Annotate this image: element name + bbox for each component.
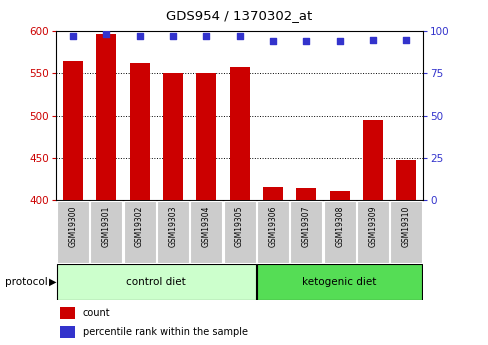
Point <box>69 33 77 39</box>
Bar <box>229 67 249 200</box>
Point <box>102 32 110 37</box>
Bar <box>223 201 255 263</box>
Point <box>235 33 243 39</box>
Bar <box>190 201 222 263</box>
Point <box>335 38 343 44</box>
Bar <box>196 73 216 200</box>
Bar <box>389 201 422 263</box>
Bar <box>362 120 382 200</box>
Point <box>368 37 376 42</box>
Point <box>268 38 276 44</box>
Bar <box>256 201 288 263</box>
Point <box>202 33 210 39</box>
Text: GSM19304: GSM19304 <box>202 205 210 247</box>
Bar <box>63 61 83 200</box>
Text: GSM19307: GSM19307 <box>301 205 310 247</box>
Text: GSM19306: GSM19306 <box>268 205 277 247</box>
Bar <box>323 201 355 263</box>
Text: GDS954 / 1370302_at: GDS954 / 1370302_at <box>166 9 312 22</box>
Text: GSM19300: GSM19300 <box>68 205 77 247</box>
Text: GSM19309: GSM19309 <box>368 205 377 247</box>
Point <box>135 33 143 39</box>
Bar <box>263 187 283 200</box>
Bar <box>60 307 75 319</box>
Bar <box>356 201 388 263</box>
Text: ▶: ▶ <box>49 277 56 287</box>
Bar <box>157 201 188 263</box>
Bar <box>290 201 322 263</box>
Text: protocol: protocol <box>5 277 47 287</box>
Text: control diet: control diet <box>126 277 186 287</box>
Text: GSM19305: GSM19305 <box>235 205 244 247</box>
Bar <box>296 188 316 200</box>
Text: GSM19303: GSM19303 <box>168 205 177 247</box>
Bar <box>60 326 75 338</box>
Bar <box>123 201 155 263</box>
Text: GSM19310: GSM19310 <box>401 205 410 247</box>
Text: ketogenic diet: ketogenic diet <box>302 277 376 287</box>
Point <box>402 37 409 42</box>
Bar <box>163 73 183 200</box>
Text: GSM19301: GSM19301 <box>102 205 110 247</box>
Bar <box>96 34 116 200</box>
Bar <box>90 201 122 263</box>
Text: GSM19302: GSM19302 <box>135 205 144 247</box>
Bar <box>129 63 149 200</box>
Bar <box>57 201 89 263</box>
Bar <box>57 264 255 300</box>
Point <box>169 33 177 39</box>
Text: percentile rank within the sample: percentile rank within the sample <box>82 327 247 337</box>
Bar <box>329 191 349 200</box>
Bar <box>395 159 415 200</box>
Bar <box>256 264 422 300</box>
Text: GSM19308: GSM19308 <box>334 205 344 247</box>
Text: count: count <box>82 308 110 318</box>
Point <box>302 38 309 44</box>
